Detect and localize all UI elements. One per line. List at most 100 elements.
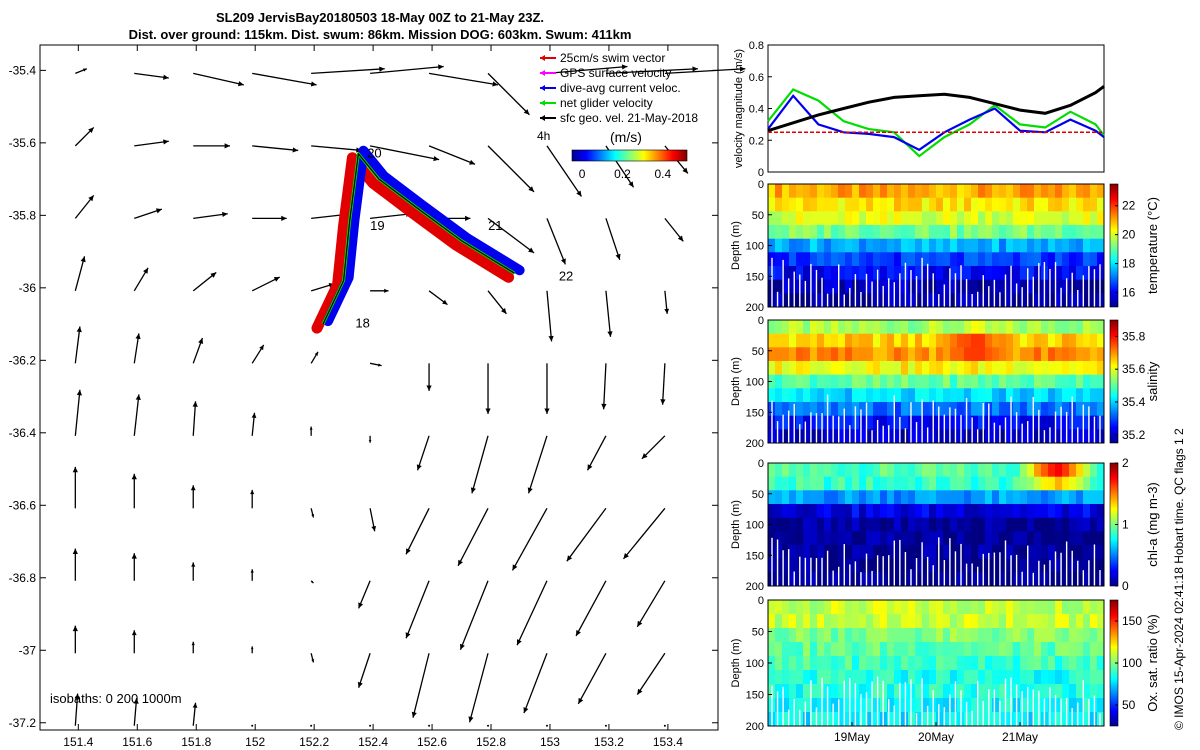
- heatmap-cell: [824, 347, 832, 362]
- heatmap-cell: [887, 463, 895, 478]
- heatmap-cell: [873, 184, 881, 199]
- heatmap-cell: [803, 531, 811, 546]
- vector-map: 151.4 151.6 151.8 152 152.2 152.4 152.6 152.8 15…: [9, 44, 746, 749]
- heatmap-cell: [957, 642, 965, 657]
- heatmap-cell: [922, 628, 930, 643]
- heatmap-cell: [992, 476, 1000, 491]
- heatmap-cell: [992, 361, 1000, 376]
- heatmap-cell: [957, 402, 965, 417]
- heatmap-cell: [1041, 545, 1049, 560]
- heatmap-cell: [1006, 698, 1014, 713]
- heatmap-cell: [1076, 347, 1084, 362]
- velocity-vector: [310, 580, 314, 584]
- heatmap-cell: [1048, 374, 1056, 389]
- colorbar-tick-label: 2: [1122, 456, 1129, 470]
- heatmap-cell: [992, 684, 1000, 699]
- heatmap-cell: [831, 429, 839, 444]
- heatmap-cell: [1048, 293, 1056, 308]
- heatmap-cell: [978, 463, 986, 478]
- heatmap-cell: [775, 517, 783, 532]
- y-tick-label: -36.4: [9, 426, 37, 440]
- heatmap-cell: [1055, 558, 1063, 573]
- heatmap-cell: [1027, 211, 1035, 226]
- heatmap-cell: [831, 238, 839, 253]
- heatmap-cell: [915, 374, 923, 389]
- heatmap-cell: [971, 656, 979, 671]
- heatmap-cell: [1034, 225, 1042, 240]
- heatmap-cell: [838, 614, 846, 629]
- heatmap-cell: [936, 415, 944, 430]
- heatmap-cell: [915, 712, 923, 727]
- heatmap-cell: [985, 628, 993, 643]
- heatmap-cell: [908, 517, 916, 532]
- velocity-vector: [193, 72, 244, 87]
- heatmap-cell: [992, 656, 1000, 671]
- heatmap-cell: [1090, 698, 1098, 713]
- y-tick-label: 50: [752, 346, 764, 358]
- heatmap-cell: [1062, 374, 1070, 389]
- heatmap-cell: [859, 333, 867, 348]
- heatmap-cell: [929, 656, 937, 671]
- heatmap-cell: [845, 293, 853, 308]
- heatmap-cell: [838, 698, 846, 713]
- heatmap-cell: [789, 517, 797, 532]
- heatmap-cell: [831, 463, 839, 478]
- heatmap-cell: [810, 225, 818, 240]
- velocity-vector: [75, 68, 88, 74]
- heatmap-cell: [985, 266, 993, 281]
- heatmap-cell: [894, 517, 902, 532]
- heatmap-cell: [964, 600, 972, 615]
- heatmap-cell: [782, 656, 790, 671]
- y-tick-label: 0: [758, 167, 764, 179]
- heatmap-cell: [873, 600, 881, 615]
- heatmap-cell: [887, 628, 895, 643]
- heatmap-cell: [831, 347, 839, 362]
- heatmap-cell: [978, 225, 986, 240]
- heatmap-cell: [1048, 656, 1056, 671]
- heatmap-cell: [1097, 252, 1105, 267]
- x-tick-label: 151.4: [63, 735, 93, 749]
- heatmap-cell: [873, 545, 881, 560]
- heatmap-cell: [901, 600, 909, 615]
- heatmap-cell: [1076, 670, 1084, 685]
- heatmap-cell: [1055, 211, 1063, 226]
- heatmap-cell: [866, 415, 874, 430]
- heatmap-cell: [992, 279, 1000, 294]
- heatmap-cell: [789, 374, 797, 389]
- heatmap-cell: [782, 531, 790, 546]
- heatmap-cell: [901, 572, 909, 587]
- heatmap-cell: [1083, 490, 1091, 505]
- heatmap-cell: [943, 628, 951, 643]
- heatmap-cell: [817, 712, 825, 727]
- heatmap-cell: [817, 361, 825, 376]
- heatmap-cell: [1055, 266, 1063, 281]
- heatmap-cell: [908, 361, 916, 376]
- heatmap-cell: [887, 197, 895, 212]
- heatmap-cell: [775, 279, 783, 294]
- heatmap-cell: [985, 531, 993, 546]
- heatmap-cell: [887, 361, 895, 376]
- heatmap-cell: [817, 184, 825, 199]
- heatmap-cell: [922, 333, 930, 348]
- heatmap-cell: [789, 266, 797, 281]
- heatmap-cell: [1027, 374, 1035, 389]
- heatmap-cell: [817, 684, 825, 699]
- heatmap-cell: [859, 238, 867, 253]
- heatmap-cell: [978, 361, 986, 376]
- heatmap-cell: [803, 266, 811, 281]
- velocity-vector: [133, 394, 141, 436]
- heatmap-cell: [894, 361, 902, 376]
- heatmap-cell: [775, 670, 783, 685]
- heatmap-cell: [950, 600, 958, 615]
- heatmap-cell: [915, 698, 923, 713]
- heatmap-cell: [873, 698, 881, 713]
- heatmap-cell: [831, 670, 839, 685]
- heatmap-cell: [838, 545, 846, 560]
- heatmap-cell: [992, 642, 1000, 657]
- heatmap-cell: [978, 347, 986, 362]
- heatmap-cell: [978, 238, 986, 253]
- heatmap-cell: [796, 266, 804, 281]
- heatmap-cell: [1006, 333, 1014, 348]
- y-tick-label: 100: [746, 658, 764, 670]
- heatmap-cell: [810, 361, 818, 376]
